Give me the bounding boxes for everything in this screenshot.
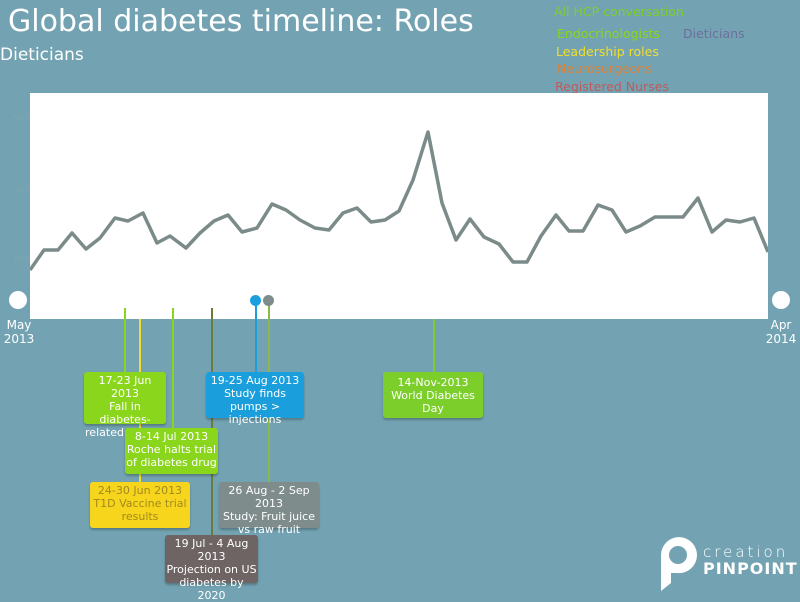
event-marker-line-2 [172,308,174,430]
ytick-300: 300 [13,186,31,196]
legend-dieticians[interactable]: Dieticians [683,26,745,41]
event-marker-line-5 [255,303,257,375]
axis-start-label: May 2013 [2,318,36,346]
event-date: 17-23 Jun 2013 [98,374,152,400]
event-date: 19-25 Aug 2013 [210,374,300,387]
axis-start-month: May [6,318,32,332]
range-start-handle[interactable] [9,291,27,309]
event-card-pumps-injections[interactable]: 19-25 Aug 2013 Study finds pumps > injec… [206,372,304,426]
range-end-handle[interactable] [772,291,790,309]
event-date: 24-30 Jun 2013 [97,484,183,497]
event-text: Projection on US diabetes by 2020 [166,563,257,602]
event-date: 19 Jul - 4 Aug 2013 [174,537,249,563]
event-text: Study: Fruit juice vs raw fruit [223,510,315,536]
event-text: Roche halts trial of diabetes drug [126,443,217,469]
legend-endocrinologists[interactable]: Endocrinologists [557,26,660,41]
logo-text-creation: creation [703,543,789,561]
chart-plot-area [30,93,768,319]
legend-leadership-roles[interactable]: Leadership roles [556,44,659,59]
legend-registered-nurses[interactable]: Registered Nurses [555,79,669,94]
event-card-fruit-juice[interactable]: 26 Aug - 2 Sep 2013 Study: Fruit juice v… [219,482,319,536]
legend-all-hcp[interactable]: All HCP conversation [554,4,684,19]
legend-neurosurgeons[interactable]: Neurosurgeons [557,61,652,76]
ytick-500: 500 [13,114,31,124]
event-text: T1D Vaccine trial results [93,497,187,523]
event-date: 14-Nov-2013 [397,376,469,389]
event-date: 26 Aug - 2 Sep 2013 [228,484,310,510]
axis-end-month: Apr [770,318,792,332]
event-card-roche-halts[interactable]: 8-14 Jul 2013 Roche halts trial of diabe… [125,428,218,474]
ytick-100: 100 [13,255,31,265]
event-card-us-projection[interactable]: 19 Jul - 4 Aug 2013 Projection on US dia… [165,535,258,602]
page-subtitle: Dieticians [0,45,84,65]
event-card-world-diabetes-day[interactable]: 14-Nov-2013 World Diabetes Day [383,372,483,418]
event-marker-line-4 [211,308,213,538]
event-marker-line-1 [124,308,126,376]
event-date: 8-14 Jul 2013 [134,430,209,443]
creation-pinpoint-logo: creation PINPOINT [655,533,798,593]
event-text: Study finds pumps > injections [224,387,286,426]
event-card-t1d-vaccine[interactable]: 24-30 Jun 2013 T1D Vaccine trial results [90,482,190,528]
line-chart [30,130,768,272]
event-dot-pumps[interactable] [250,295,261,306]
event-dot-fruit-juice[interactable] [263,295,274,306]
event-text: World Diabetes Day [391,389,475,415]
event-marker-line-7 [433,319,435,374]
axis-end-label: Apr 2014 [764,318,798,346]
event-card-fall-in-deaths[interactable]: 17-23 Jun 2013 Fall in diabetes-related … [84,372,166,439]
axis-start-year: 2013 [3,332,35,346]
axis-end-year: 2014 [765,332,797,346]
dieticians-line [30,130,768,272]
page-title: Global diabetes timeline: Roles [8,4,474,39]
pinpoint-logo-icon [661,537,697,591]
logo-text-pinpoint: PINPOINT [703,559,798,578]
